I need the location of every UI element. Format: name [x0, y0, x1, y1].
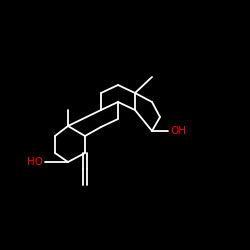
- Text: OH: OH: [170, 126, 186, 136]
- Text: HO: HO: [27, 157, 43, 167]
